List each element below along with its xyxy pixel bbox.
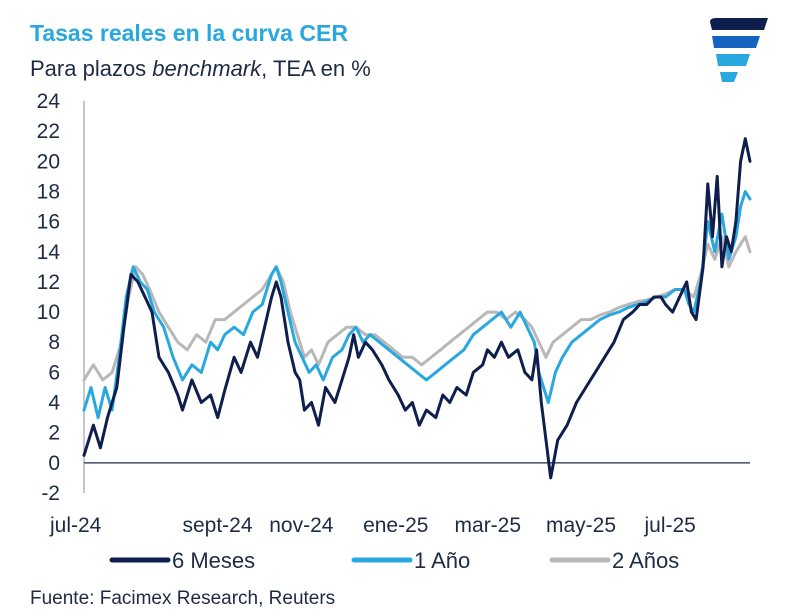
subtitle-suffix: , TEA en % — [261, 56, 371, 81]
y-tick-label: 10 — [37, 301, 60, 324]
y-tick-label: 14 — [37, 241, 61, 264]
x-tick-label: sept-24 — [182, 514, 252, 537]
x-axis-ticks: jul-24 sept-24 nov-24 ene-25 mar-25 may-25 jul… — [49, 514, 696, 537]
y-tick-label: 22 — [37, 120, 60, 143]
legend-label: 1 Año — [414, 548, 470, 573]
y-tick-label: -2 — [41, 482, 60, 505]
series-line-2-años — [82, 235, 752, 382]
source-note: Fuente: Facimex Research, Reuters — [30, 588, 336, 609]
x-tick-label: mar-25 — [455, 514, 522, 537]
y-tick-label: 0 — [48, 452, 60, 475]
logo-bar-bottom — [720, 72, 738, 82]
x-tick-label: nov-24 — [269, 514, 334, 537]
logo-bar-middle — [712, 36, 760, 48]
y-tick-label: 24 — [37, 90, 61, 113]
series-line-1-año — [82, 190, 752, 420]
y-tick-label: 20 — [37, 150, 60, 173]
y-tick-label: 4 — [48, 392, 60, 415]
x-tick-label: jul-24 — [49, 514, 102, 537]
chart-title: Tasas reales en la curva CER — [30, 20, 348, 46]
x-tick-label: ene-25 — [363, 514, 428, 537]
logo-bar-top — [710, 18, 768, 30]
logo-bar-low — [716, 54, 750, 66]
legend-label: 2 Años — [612, 548, 679, 573]
subtitle-prefix: Para plazos — [30, 56, 153, 81]
y-tick-label: 8 — [48, 331, 60, 354]
y-tick-label: 12 — [37, 271, 60, 294]
series-layer — [82, 137, 752, 480]
legend-label: 6 Meses — [172, 548, 255, 573]
series-line-6-meses — [82, 137, 752, 480]
y-tick-label: 18 — [37, 180, 60, 203]
subtitle-emphasis: benchmark — [152, 56, 262, 81]
y-tick-label: 2 — [48, 422, 60, 445]
y-tick-label: 6 — [48, 361, 60, 384]
y-tick-label: 16 — [37, 211, 60, 234]
x-tick-label: may-25 — [546, 514, 616, 537]
facimex-logo-icon — [710, 18, 768, 82]
chart-subtitle: Para plazos benchmark, TEA en % — [30, 56, 371, 82]
legend: 6 Meses 1 Año 2 Años — [109, 548, 679, 573]
x-tick-label: jul-25 — [643, 514, 695, 537]
